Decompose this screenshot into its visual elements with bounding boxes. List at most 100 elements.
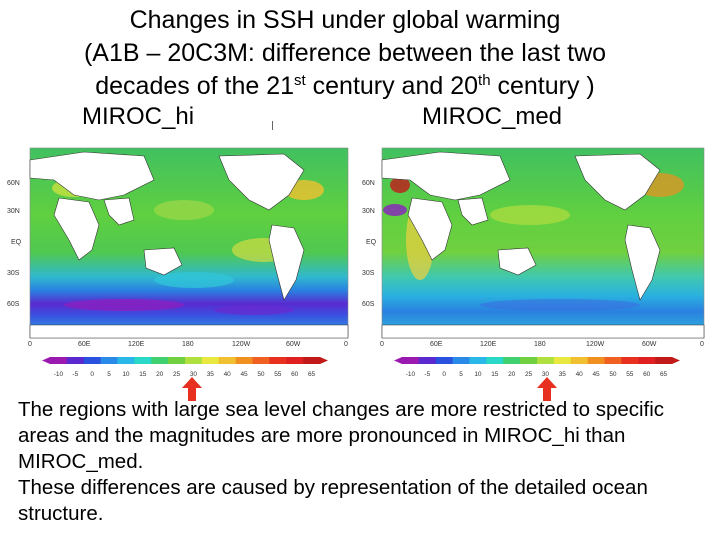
lat-label: 60N xyxy=(7,180,20,187)
colorbar-tick-label: 15 xyxy=(139,371,147,378)
colorbar-tick-label: 10 xyxy=(122,371,130,378)
arrow-up-icon xyxy=(537,377,557,401)
colorbar-miroc-hi: -10 -5 0 5 10 15 20 25 30 35 40 45 50 55 60 65 xyxy=(42,357,328,378)
colorbar-tick-label: 40 xyxy=(576,371,584,378)
lon-label: 0 xyxy=(380,341,384,348)
lon-label: 0 xyxy=(700,341,704,348)
land-masses xyxy=(381,151,705,339)
colorbar-tick-label: 0 xyxy=(90,371,94,378)
colorbar-tick-label: 50 xyxy=(257,371,265,378)
lon-label: 60E xyxy=(430,341,443,348)
colorbar-segment xyxy=(168,357,186,364)
colorbar-tick-label: 55 xyxy=(626,371,634,378)
map-frame xyxy=(381,147,705,339)
lon-label: 180 xyxy=(182,341,194,348)
map-frame xyxy=(29,147,349,339)
colorbar-segment xyxy=(570,357,588,364)
colorbar-segment xyxy=(218,357,236,364)
lon-label: 180 xyxy=(534,341,546,348)
colorbar-tick-label: 30 xyxy=(190,371,198,378)
colorbar-segment xyxy=(185,357,203,364)
colorbar-tick-label: 20 xyxy=(508,371,516,378)
lon-label: 120E xyxy=(128,341,145,348)
colorbar-tick-label: -5 xyxy=(72,371,78,378)
colorbar-tick-label: 10 xyxy=(474,371,482,378)
colorbar-tick-label: -10 xyxy=(54,371,64,378)
lat-label: EQ xyxy=(366,239,377,246)
colorbar-segment xyxy=(638,357,656,364)
divider-tick xyxy=(272,121,273,130)
lon-label: 60W xyxy=(286,341,301,348)
colorbar-segment xyxy=(66,357,85,364)
colorbar-segment xyxy=(252,357,270,364)
colorbar-tick-label: 5 xyxy=(459,371,463,378)
highlight-arrow-right xyxy=(537,377,557,401)
colorbar-low-tip xyxy=(394,357,402,364)
colorbar-tick-label: 15 xyxy=(491,371,499,378)
lat-label: 60S xyxy=(7,301,20,308)
colorbar-segment xyxy=(435,357,453,364)
colorbar-tick-label: 25 xyxy=(173,371,181,378)
colorbar-segment xyxy=(303,357,321,364)
colorbar-segment xyxy=(604,357,622,364)
explanation-para-2: These differences are caused by represen… xyxy=(18,476,648,525)
lon-label: 120W xyxy=(586,341,605,348)
lon-label: 0 xyxy=(28,341,32,348)
colorbar-segment xyxy=(537,357,555,364)
explanation-text: The regions with large sea level changes… xyxy=(18,397,718,527)
colorbar-low-tip xyxy=(42,357,50,364)
colorbar-segment xyxy=(83,357,101,364)
lon-label: 120E xyxy=(480,341,497,348)
colorbar-tick-label: 5 xyxy=(107,371,111,378)
colorbar-tick-label: 45 xyxy=(592,371,600,378)
colorbar-tick-label: 60 xyxy=(643,371,651,378)
miroc-hi-map: 60N 30N EQ 30S 60S 0 60E 120E 180 120W 6… xyxy=(7,147,349,348)
colorbar-segment xyxy=(655,357,673,364)
colorbar-tick-label: 65 xyxy=(660,371,668,378)
explanation-para-1: The regions with large sea level changes… xyxy=(18,398,665,473)
colorbar-high-tip xyxy=(672,357,680,364)
lat-label: EQ xyxy=(11,239,22,246)
colorbar-segment xyxy=(587,357,605,364)
colorbar-segment xyxy=(151,357,169,364)
colorbar-tick-label: 40 xyxy=(224,371,232,378)
title-line-1: Changes in SSH under global warming xyxy=(129,6,561,34)
colorbar-tick-label: 25 xyxy=(525,371,533,378)
colorbar-tick-label: 20 xyxy=(156,371,164,378)
colorbar-tick-label: 55 xyxy=(274,371,282,378)
lat-label: 60S xyxy=(362,301,375,308)
colorbar-tick-label: 0 xyxy=(442,371,446,378)
colorbar-segment xyxy=(469,357,487,364)
colorbar-tick-label: 50 xyxy=(609,371,617,378)
colorbar-segment xyxy=(520,357,538,364)
arrow-up-icon xyxy=(182,377,202,401)
colorbar-segment xyxy=(201,357,220,364)
colorbar-segment xyxy=(100,357,118,364)
colorbar-tick-label: 30 xyxy=(542,371,550,378)
colorbar-tick-label: 45 xyxy=(240,371,248,378)
highlight-arrow-left xyxy=(182,377,202,401)
miroc-hi-label: MIROC_hi xyxy=(82,103,195,130)
colorbar-tick-label: 35 xyxy=(207,371,215,378)
colorbar-segment xyxy=(402,357,420,364)
colorbar-segment xyxy=(269,357,287,364)
colorbar-segment xyxy=(286,357,304,364)
colorbar-segment xyxy=(452,357,470,364)
title-line-2: (A1B – 20C3M: difference between the las… xyxy=(83,39,607,67)
colorbar-miroc-med: -10 -5 0 5 10 15 20 25 30 35 40 45 50 55 60 65 xyxy=(394,357,680,378)
lon-label: 0 xyxy=(344,341,348,348)
lon-label: 60W xyxy=(642,341,657,348)
colorbar-tick-label: -5 xyxy=(424,371,430,378)
colorbar-segment xyxy=(50,357,68,364)
title-line-3: decades of the 21st century and 20th cen… xyxy=(95,72,595,100)
colorbar-segment xyxy=(553,357,572,364)
miroc-med-label: MIROC_med xyxy=(422,103,563,130)
colorbar-segment xyxy=(117,357,135,364)
colorbar-segment xyxy=(503,357,521,364)
lon-label: 60E xyxy=(78,341,91,348)
colorbar-segment xyxy=(486,357,504,364)
colorbar-high-tip xyxy=(320,357,328,364)
colorbar-segment xyxy=(235,357,253,364)
colorbar-tick-label: 60 xyxy=(291,371,299,378)
colorbar-segment xyxy=(134,357,152,364)
